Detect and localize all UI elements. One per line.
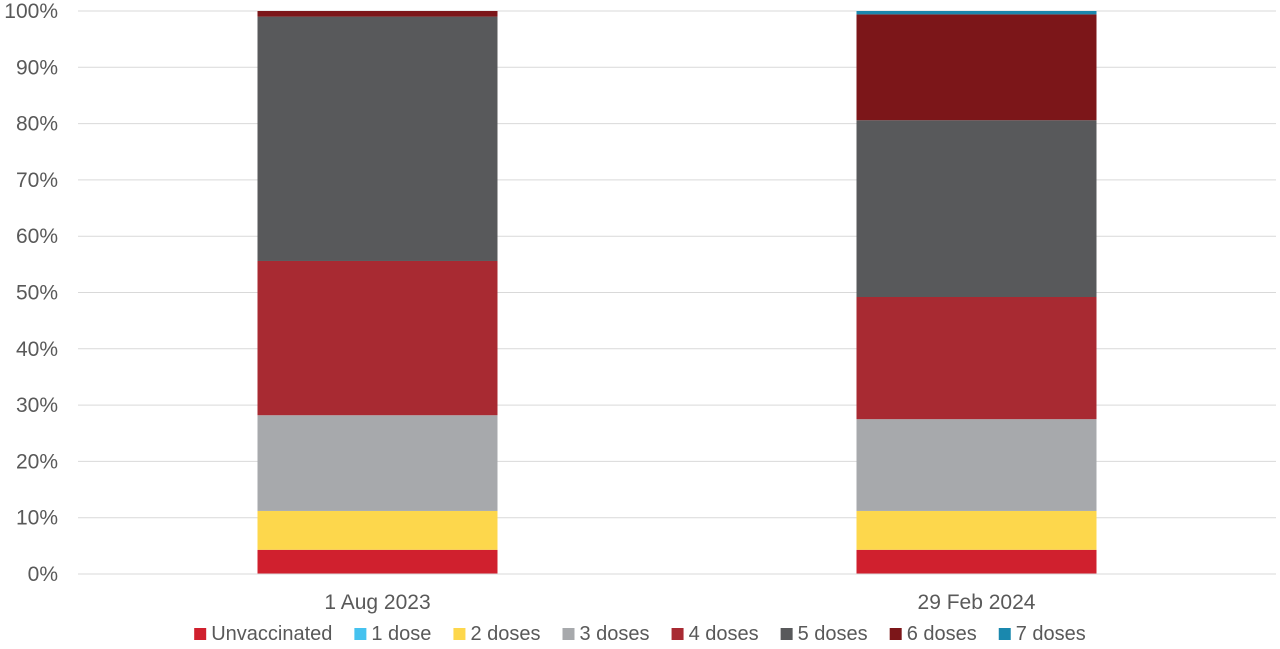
legend-label: 4 doses (689, 623, 759, 645)
y-tick-label: 60% (16, 225, 58, 248)
y-tick-label: 90% (16, 56, 58, 79)
bar-segment-4-doses (856, 297, 1097, 420)
legend-swatch (354, 628, 367, 640)
x-axis: 1 Aug 2023 29 Feb 2024 (324, 591, 1035, 614)
y-tick-label: 10% (16, 507, 58, 530)
legend-swatch (889, 628, 902, 640)
bar-segment-5-doses (257, 16, 498, 261)
legend-swatch (453, 628, 466, 640)
y-tick-label: 80% (16, 113, 58, 136)
legend-label: 5 doses (798, 623, 868, 645)
legend-swatch (671, 628, 684, 640)
x-tick-label: 1 Aug 2023 (324, 591, 430, 614)
legend-label: 1 dose (371, 623, 431, 645)
legend: Unvaccinated 1 dose 2 doses 3 doses 4 doses 5… (194, 623, 1086, 645)
legend-label: 6 doses (907, 623, 977, 645)
bar-segment-2-doses (856, 510, 1097, 550)
legend-swatch (562, 628, 575, 640)
bars (257, 11, 1097, 574)
legend-swatch (780, 628, 793, 640)
bar-segment-3-doses (257, 415, 498, 511)
y-tick-label: 100% (4, 0, 58, 23)
legend-label: 3 doses (580, 623, 650, 645)
y-tick-label: 70% (16, 169, 58, 192)
bar-segment-5-doses (856, 120, 1097, 298)
legend-swatch (194, 628, 207, 640)
legend-swatch (998, 628, 1011, 640)
bar-segment-7-doses (856, 11, 1097, 15)
y-axis: 0% 10% 20% 30% 40% 50% 60% 70% 80% 90% 100% (4, 0, 58, 586)
y-tick-label: 40% (16, 338, 58, 361)
x-tick-label: 29 Feb 2024 (918, 591, 1036, 614)
bar-segment-6-doses (856, 14, 1097, 121)
legend-label: 2 doses (470, 623, 540, 645)
bar-segment-unvaccinated (257, 549, 498, 574)
legend-label: 7 doses (1016, 623, 1086, 645)
y-tick-label: 20% (16, 450, 58, 473)
bar-segment-unvaccinated (856, 549, 1097, 574)
bar-segment-3-doses (856, 419, 1097, 511)
bar-segment-4-doses (257, 260, 498, 416)
bar-segment-6-doses (257, 11, 498, 17)
y-tick-label: 50% (16, 282, 58, 305)
y-tick-label: 30% (16, 394, 58, 417)
legend-label: Unvaccinated (211, 623, 332, 645)
bar-segment-2-doses (257, 510, 498, 550)
y-tick-label: 0% (28, 563, 58, 586)
